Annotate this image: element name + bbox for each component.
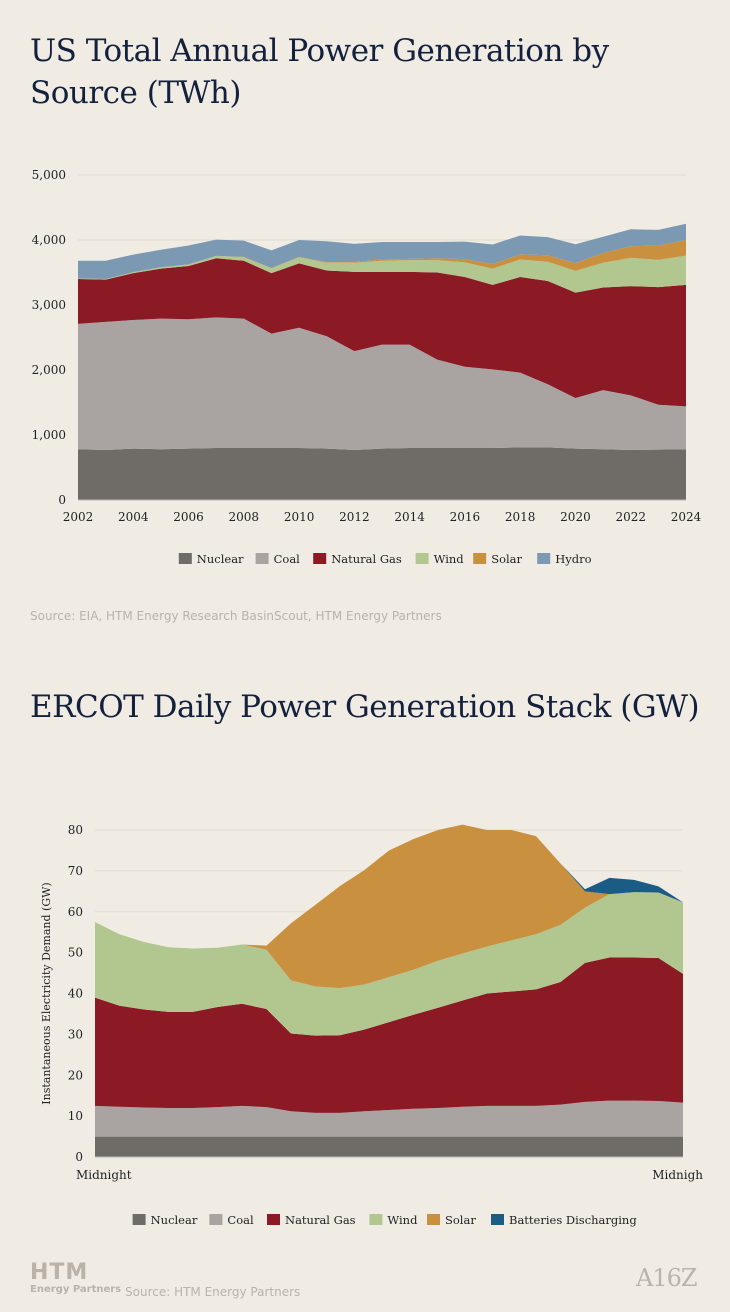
y-tick-label: 50 — [68, 946, 83, 960]
legend-swatch — [491, 1214, 504, 1225]
legend-label: Hydro — [555, 552, 591, 566]
y-tick-label: 0 — [75, 1150, 83, 1164]
legend-label: Natural Gas — [285, 1213, 356, 1227]
x-tick-label: 2016 — [450, 510, 481, 524]
chart1-title: US Total Annual Power Generation by Sour… — [30, 33, 609, 111]
x-tick-label: 2012 — [339, 510, 370, 524]
x-tick-label: 2020 — [560, 510, 591, 524]
y-tick-label: 40 — [68, 987, 83, 1001]
legend-swatch — [267, 1214, 280, 1225]
x-tick-label: 2022 — [615, 510, 646, 524]
chart1-svg: 0 1,000 2,000 3,000 4,000 5,000 2002 2004 2006 20… — [32, 168, 702, 566]
legend-label: Wind — [387, 1213, 418, 1227]
legend-item-natural-gas: Natural Gas — [313, 552, 402, 566]
chart1-source: Source: EIA, HTM Energy Research BasinSc… — [30, 609, 442, 623]
legend-item-coal: Coal — [209, 1213, 254, 1227]
legend-item-wind: Wind — [415, 552, 465, 566]
legend-item-solar: Solar — [473, 552, 523, 566]
x-tick-label-end: Midnigh — [652, 1168, 703, 1182]
legend-swatch — [132, 1214, 146, 1225]
legend-label: Coal — [274, 552, 301, 566]
legend-item-nuclear: Nuclear — [132, 1213, 198, 1227]
legend-swatch — [473, 553, 487, 564]
legend-label: Nuclear — [197, 552, 244, 566]
legend-label: Nuclear — [151, 1213, 198, 1227]
x-tick-label: 2006 — [173, 510, 204, 524]
area-hydro — [78, 223, 686, 279]
y-axis-label: Instantaneous Electricity Demand (GW) — [40, 882, 53, 1104]
legend-swatch — [313, 553, 327, 564]
y-tick-label: 1,000 — [32, 428, 66, 442]
y-tick-label: 80 — [68, 823, 83, 837]
area-coal — [78, 317, 686, 450]
y-tick-label: 10 — [68, 1109, 83, 1123]
legend-swatch — [369, 1214, 383, 1225]
legend-swatch — [255, 553, 269, 564]
y-tick-label: 70 — [68, 864, 83, 878]
y-tick-label: 20 — [68, 1068, 83, 1082]
legend-label: Wind — [434, 552, 465, 566]
x-tick-label: 2018 — [505, 510, 536, 524]
legend-swatch — [427, 1214, 440, 1225]
area-wind — [95, 892, 683, 1036]
x-tick-label: 2010 — [284, 510, 315, 524]
legend-item-wind: Wind — [369, 1213, 418, 1227]
area-natural-gas — [95, 957, 683, 1113]
area-nuclear — [78, 447, 686, 500]
x-tick-label-start: Midnight — [76, 1168, 132, 1182]
legend-label: Coal — [227, 1213, 254, 1227]
y-tick-label: 4,000 — [32, 233, 66, 247]
x-tick-label: 2024 — [671, 510, 702, 524]
area-wind — [78, 255, 686, 293]
y-tick-label: 0 — [58, 493, 66, 507]
chart2-source: Source: HTM Energy Partners — [125, 1285, 301, 1299]
area-natural-gas — [78, 258, 686, 407]
y-tick-label: 30 — [68, 1027, 83, 1041]
legend-swatch — [178, 553, 192, 564]
htm-logo-mark: HTM — [30, 1260, 89, 1285]
htm-logo: HTM Energy Partners — [30, 1262, 121, 1296]
y-tick-label: 2,000 — [32, 363, 66, 377]
htm-logo-subtitle: Energy Partners — [30, 1284, 122, 1295]
x-tick-label: 2008 — [229, 510, 260, 524]
y-tick-label: 5,000 — [32, 168, 66, 182]
legend-label: Batteries Discharging — [509, 1213, 637, 1227]
x-tick-label: 2004 — [118, 510, 149, 524]
area-nuclear — [95, 1136, 683, 1157]
legend-item-coal: Coal — [255, 552, 301, 566]
legend-item-natural-gas: Natural Gas — [267, 1213, 356, 1227]
legend-item-hydro: Hydro — [537, 552, 592, 566]
legend-label: Natural Gas — [331, 552, 402, 566]
legend-item-nuclear: Nuclear — [178, 552, 244, 566]
legend-label: Solar — [445, 1213, 476, 1227]
legend-item-solar: Solar — [427, 1213, 476, 1227]
a16z-logo: A16Z — [636, 1264, 698, 1292]
legend-swatch — [415, 553, 429, 564]
legend-swatch — [209, 1214, 223, 1225]
area-coal — [95, 1100, 683, 1137]
legend-label: Solar — [491, 552, 522, 566]
legend-item-batteries-discharging: Batteries Discharging — [491, 1213, 637, 1227]
x-tick-label: 2002 — [63, 510, 94, 524]
y-tick-label: 3,000 — [32, 298, 66, 312]
chart2-title: ERCOT Daily Power Generation Stack (GW) — [30, 689, 700, 725]
x-tick-label: 2014 — [394, 510, 425, 524]
chart2-svg: 0 10 20 30 40 50 60 70 80 Midnight Midnigh Instanta… — [40, 823, 703, 1227]
legend-swatch — [537, 553, 551, 564]
y-tick-label: 60 — [68, 905, 83, 919]
area-solar — [95, 824, 683, 989]
